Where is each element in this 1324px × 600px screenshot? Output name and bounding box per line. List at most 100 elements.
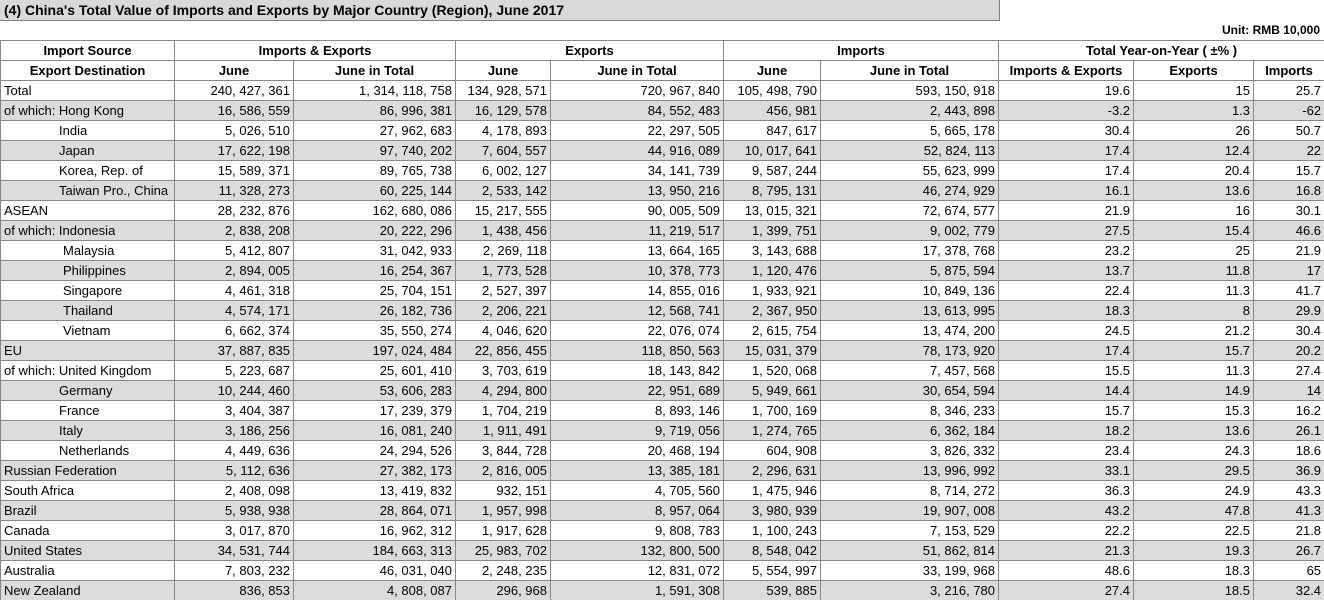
table-cell: 15.7	[1253, 160, 1324, 181]
row-label: ASEAN	[0, 200, 175, 221]
row-label: Korea, Rep. of	[0, 160, 175, 181]
table-cell: 15, 031, 379	[723, 340, 821, 361]
table-row: Taiwan Pro., China 11, 328, 273 60, 225, 1…	[0, 180, 1324, 201]
table-cell: 17, 378, 768	[819, 240, 1000, 261]
table-cell: 30.4	[998, 120, 1135, 141]
table-cell: 1, 520, 068	[723, 360, 821, 381]
header-cell: Import Source	[0, 40, 175, 61]
table-cell: 30.4	[1253, 320, 1324, 341]
table-cell: 1.3	[1133, 100, 1255, 121]
table-cell: 296, 968	[455, 580, 551, 600]
table-cell: 46.6	[1253, 220, 1324, 241]
table-cell: 14.4	[998, 380, 1135, 401]
table-row: Brazil 5, 938, 938 28, 864, 071 1, 957, 998…	[0, 500, 1324, 521]
table-body: Total 240, 427, 361 1, 314, 118, 758 134, 9…	[0, 80, 1324, 600]
table-cell: 1, 438, 456	[455, 220, 551, 241]
table-cell: 240, 427, 361	[174, 80, 294, 101]
header-cell: Imports & Exports	[998, 60, 1135, 81]
table-cell: 15	[1133, 80, 1255, 101]
table-cell: 16, 129, 578	[455, 100, 551, 121]
row-label: South Africa	[0, 480, 175, 501]
row-label: Total	[0, 80, 175, 101]
table-row: Netherlands 4, 449, 636 24, 294, 526 3, 844…	[0, 440, 1324, 461]
table-cell: 932, 151	[455, 480, 551, 501]
table-cell: 17	[1253, 260, 1324, 281]
table-cell: 4, 294, 800	[455, 380, 551, 401]
table-cell: 4, 705, 560	[550, 480, 724, 501]
table-cell: 3, 143, 688	[723, 240, 821, 261]
table-cell: 3, 216, 780	[819, 580, 1000, 600]
table-cell: 1, 100, 243	[723, 520, 821, 541]
table-cell: 21.9	[998, 200, 1135, 221]
table-cell: 22.2	[998, 520, 1135, 541]
table-cell: 2, 367, 950	[723, 300, 821, 321]
table-cell: 105, 498, 790	[723, 80, 821, 101]
table-cell: 32.4	[1253, 580, 1324, 600]
table-cell: 13, 950, 216	[550, 180, 724, 201]
row-label: France	[0, 400, 175, 421]
table-cell: 4, 046, 620	[455, 320, 551, 341]
table-cell: 34, 141, 739	[550, 160, 724, 181]
table-cell: 29.9	[1253, 300, 1324, 321]
table-cell: 132, 800, 500	[550, 540, 724, 561]
table-cell: 47.8	[1133, 500, 1255, 521]
table-cell: 836, 853	[174, 580, 294, 600]
table-cell: 25, 704, 151	[293, 280, 456, 301]
table-cell: 2, 615, 754	[723, 320, 821, 341]
table-cell: 16, 962, 312	[293, 520, 456, 541]
table-cell: 25, 983, 702	[455, 540, 551, 561]
table-cell: 2, 296, 631	[723, 460, 821, 481]
table-cell: 19.6	[998, 80, 1135, 101]
table-cell: 7, 457, 568	[819, 360, 1000, 381]
table-cell: 2, 816, 005	[455, 460, 551, 481]
table-row: Canada 3, 017, 870 16, 962, 312 1, 917, 628…	[0, 520, 1324, 541]
table-cell: 8, 795, 131	[723, 180, 821, 201]
table-title: (4) China's Total Value of Imports and E…	[0, 0, 1000, 21]
table-cell: 51, 862, 814	[819, 540, 1000, 561]
table-cell: 1, 120, 476	[723, 260, 821, 281]
table-cell: 46, 274, 929	[819, 180, 1000, 201]
row-label: United States	[0, 540, 175, 561]
header-cell: Imports	[1253, 60, 1324, 81]
table-cell: 20.4	[1133, 160, 1255, 181]
table-cell: 184, 663, 313	[293, 540, 456, 561]
table-cell: 27.5	[998, 220, 1135, 241]
table-cell: 22, 856, 455	[455, 340, 551, 361]
table-cell: 30.1	[1253, 200, 1324, 221]
table-cell: 97, 740, 202	[293, 140, 456, 161]
header-cell: June	[723, 60, 821, 81]
table-cell: 35, 550, 274	[293, 320, 456, 341]
table-cell: 5, 938, 938	[174, 500, 294, 521]
table-cell: 30, 654, 594	[819, 380, 1000, 401]
table-cell: 8, 346, 233	[819, 400, 1000, 421]
header-cell: June	[455, 60, 551, 81]
table-row: France 3, 404, 387 17, 239, 379 1, 704, 219…	[0, 400, 1324, 421]
table-cell: 8, 957, 064	[550, 500, 724, 521]
table-cell: 3, 826, 332	[819, 440, 1000, 461]
table-cell: 16	[1133, 200, 1255, 221]
table-cell: 17.4	[998, 160, 1135, 181]
table-row: of which: United Kingdom 5, 223, 687 25, 6…	[0, 360, 1324, 381]
table-cell: 86, 996, 381	[293, 100, 456, 121]
table-cell: 72, 674, 577	[819, 200, 1000, 221]
header-cell: June in Total	[550, 60, 724, 81]
table-cell: 7, 604, 557	[455, 140, 551, 161]
table-cell: 21.2	[1133, 320, 1255, 341]
header-row: Export Destination June June in Total June J…	[0, 60, 1324, 81]
table-row: United States 34, 531, 744 184, 663, 313 25…	[0, 540, 1324, 561]
table-cell: 1, 274, 765	[723, 420, 821, 441]
table-cell: 8, 548, 042	[723, 540, 821, 561]
table-cell: 6, 362, 184	[819, 420, 1000, 441]
table-cell: 18.3	[998, 300, 1135, 321]
table-cell: 9, 808, 783	[550, 520, 724, 541]
table-cell: 17.4	[998, 140, 1135, 161]
table-cell: 84, 552, 483	[550, 100, 724, 121]
table-cell: 36.9	[1253, 460, 1324, 481]
table-cell: 2, 408, 098	[174, 480, 294, 501]
row-label: Russian Federation	[0, 460, 175, 481]
table-cell: -3.2	[998, 100, 1135, 121]
table-cell: 8, 714, 272	[819, 480, 1000, 501]
table-cell: 1, 591, 308	[550, 580, 724, 600]
table-cell: 41.3	[1253, 500, 1324, 521]
table-cell: 33, 199, 968	[819, 560, 1000, 581]
